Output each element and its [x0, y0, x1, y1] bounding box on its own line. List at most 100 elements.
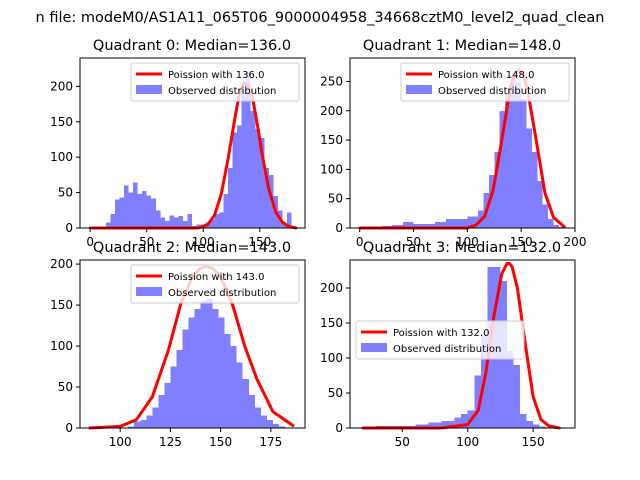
histogram-bar: [187, 213, 192, 228]
histogram-bar: [182, 329, 189, 428]
y-tick-label: 150: [320, 316, 343, 330]
histogram-bar: [133, 182, 138, 228]
histogram-bar: [182, 220, 188, 228]
histogram-bar: [169, 215, 174, 228]
x-tick-label: 150: [510, 235, 533, 249]
histogram-bar: [115, 199, 120, 228]
y-tick-label: 200: [50, 79, 73, 93]
histogram-bar: [170, 366, 177, 428]
quadrant-2-panel: 100 125 150 175 0 50 100 150 200 Poission with 14…: [50, 240, 306, 449]
histogram-bar: [505, 93, 511, 228]
histogram-bar: [200, 300, 207, 428]
histogram-bar: [106, 222, 111, 228]
histogram-bar: [241, 89, 247, 228]
axes-frame: [349, 259, 576, 429]
histogram-bar: [456, 219, 468, 228]
histogram-bar: [286, 212, 292, 228]
histogram-bar: [526, 128, 532, 228]
histogram-bar: [218, 317, 225, 428]
histogram-bar: [488, 175, 495, 228]
histogram-bar: [435, 222, 446, 228]
histogram-bar: [214, 213, 220, 228]
x-tick-label: 100: [456, 235, 479, 249]
x-tick-label: 125: [159, 435, 182, 449]
histogram-bar: [173, 217, 179, 228]
legend-fit-label: Poission with 132.0: [393, 328, 489, 339]
x-tick-label: 0: [86, 235, 94, 249]
histogram-bar: [146, 195, 152, 228]
y-tick-label: 0: [65, 221, 73, 235]
y-tick-label: 0: [335, 421, 343, 435]
y-tick-label: 0: [335, 221, 343, 235]
histogram-bar: [539, 426, 547, 428]
x-tick-label: 175: [259, 435, 282, 449]
histogram-bar: [158, 395, 165, 428]
quadrant-1-panel: 0 50 100 150 200 0 50 100 150 200 250 Poission with…: [320, 38, 586, 249]
quadrant-2-title: Quadrant 2: Median=143.0: [93, 240, 291, 256]
quadrant-0-title: Quadrant 0: Median=136.0: [93, 38, 291, 54]
x-tick-label: 50: [139, 235, 154, 249]
histogram-bar: [188, 317, 195, 428]
histogram-bar: [219, 212, 224, 228]
histogram-bar: [230, 346, 237, 428]
histogram-bar: [260, 415, 267, 428]
histogram-bar: [228, 167, 233, 228]
histogram-bar: [402, 222, 414, 228]
histogram-bar: [160, 217, 165, 228]
legend-box: [130, 62, 300, 102]
histogram-bar: [248, 395, 255, 428]
histogram-bar: [178, 215, 183, 228]
histogram-bar: [119, 197, 125, 228]
legend-observed-swatch: [136, 287, 162, 296]
histogram-bar: [441, 421, 455, 428]
histogram-bar: [520, 414, 527, 428]
legend-fit-label: Poission with 148.0: [438, 70, 534, 81]
y-tick-label: 100: [50, 339, 73, 353]
histogram-bar: [278, 426, 285, 428]
y-tick-label: 50: [58, 186, 73, 200]
histogram-bar: [510, 75, 516, 228]
histogram-bar: [415, 424, 429, 428]
histogram-bar: [474, 375, 481, 428]
histogram-bar: [548, 219, 554, 228]
histogram-bar: [272, 423, 279, 428]
legend-observed-swatch: [406, 85, 432, 94]
x-tick-label: 150: [248, 235, 271, 249]
histogram-bar: [164, 382, 171, 428]
histogram-bar: [210, 219, 215, 228]
histogram-bar: [246, 72, 251, 229]
legend-observed-label: Observed distribution: [393, 344, 501, 355]
histogram-bar: [206, 298, 213, 428]
y-tick-label: 150: [50, 298, 73, 312]
histogram-bar: [531, 151, 538, 228]
histogram-bar: [526, 421, 534, 428]
histogram-bar: [164, 220, 170, 228]
histogram-bar: [264, 167, 269, 228]
histogram-bar: [124, 185, 129, 228]
legend-box: [400, 62, 570, 102]
legend-box: [130, 264, 300, 304]
y-tick-label: 100: [320, 351, 343, 365]
histogram-bar: [155, 210, 161, 228]
legend-observed-label: Observed distribution: [438, 86, 546, 97]
quadrant-0-panel: 0 50 100 150 0 50 100 150 200 Poission with 136.0…: [50, 38, 306, 249]
quadrant-3-panel: 50 100 150 0 50 100 150 200 Poission with 132.0 O…: [320, 240, 576, 449]
histogram-bar: [428, 422, 442, 428]
y-tick-label: 100: [50, 150, 73, 164]
histogram-bar: [413, 223, 425, 228]
histogram-bar: [461, 414, 468, 428]
histogram-bar: [255, 128, 260, 228]
y-tick-label: 200: [320, 104, 343, 118]
histogram-bar: [128, 192, 134, 228]
histogram-bar: [196, 224, 201, 228]
histogram-bar: [128, 426, 135, 428]
histogram-bar: [223, 194, 229, 228]
histogram-bar: [140, 419, 147, 428]
histogram-bar: [494, 151, 500, 228]
x-tick-label: 0: [356, 235, 364, 249]
axes-frame: [79, 259, 306, 429]
histogram-bar: [250, 111, 256, 228]
x-tick-label: 100: [456, 435, 479, 449]
poisson-fit-line: [361, 262, 561, 430]
